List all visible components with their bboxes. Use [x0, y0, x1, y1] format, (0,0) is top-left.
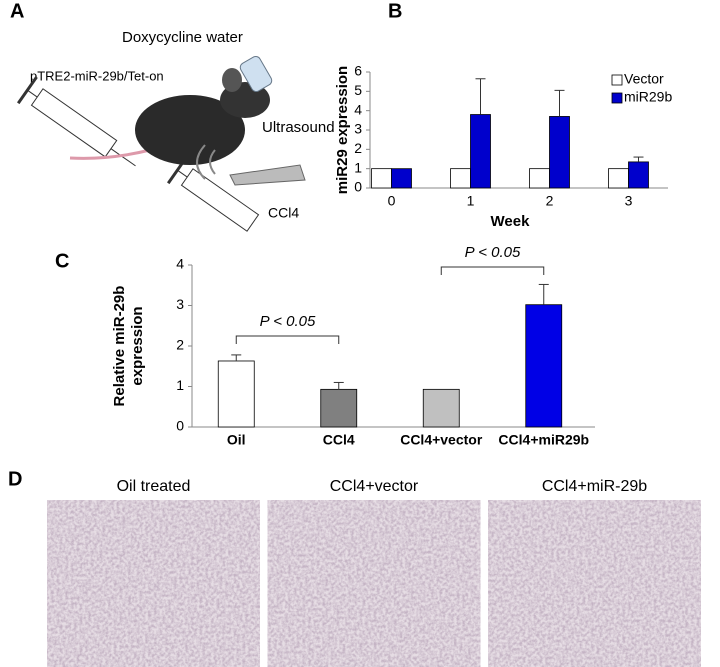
y-axis-title: expression	[129, 306, 146, 385]
y-tick-label: 0	[176, 418, 184, 434]
panel-label: C	[55, 250, 69, 272]
x-tick-label: 3	[625, 193, 633, 209]
panel-label: D	[8, 468, 22, 490]
micrograph-texture	[488, 500, 701, 667]
y-tick-label: 4	[176, 256, 184, 272]
diagram-text: pTRE2-miR-29b/Tet-on	[30, 68, 164, 83]
x-tick-label: CCl4+vector	[400, 432, 483, 448]
bar	[391, 168, 412, 189]
x-tick-label: 0	[388, 193, 396, 209]
bar	[608, 168, 629, 189]
bar	[422, 388, 460, 428]
bar	[529, 168, 550, 189]
y-tick-label: 1	[354, 159, 362, 175]
x-tick-label: CCl4+miR29b	[498, 432, 589, 448]
y-tick-label: 5	[354, 82, 362, 98]
significance-bracket	[235, 335, 340, 344]
bar	[450, 168, 471, 189]
legend-label: miR29b	[624, 89, 672, 105]
y-tick-label: 3	[176, 296, 184, 312]
y-tick-label: 0	[354, 179, 362, 195]
y-tick-label: 2	[176, 337, 184, 353]
y-tick-label: 2	[354, 140, 362, 156]
bar	[371, 168, 392, 189]
x-tick-label: 2	[546, 193, 554, 209]
y-tick-label: 4	[354, 101, 362, 117]
legend-label: Vector	[624, 71, 664, 87]
legend-swatch	[611, 74, 623, 86]
x-tick-label: Oil	[227, 432, 246, 448]
x-tick-label: CCl4	[323, 432, 355, 448]
y-axis-title: Relative miR-29b	[111, 286, 128, 407]
micrograph-texture	[267, 500, 481, 667]
legend-swatch	[611, 92, 623, 104]
mouse-illustration: Doxycycline water pTRE2-miR-29b/Tet-on U…	[16, 29, 335, 232]
micrograph-title: CCl4+vector	[330, 478, 419, 495]
bar	[525, 304, 563, 428]
x-tick-label: 1	[467, 193, 475, 209]
bar	[320, 388, 358, 428]
bar	[549, 116, 570, 189]
y-axis-title: miR29 expression	[334, 66, 351, 194]
bar	[470, 114, 491, 189]
micrograph-panel: Oil treated CCl4+vector CCl4+miR-29b	[47, 478, 701, 667]
y-tick-label: 6	[354, 63, 362, 79]
diagram-text: Doxycycline water	[122, 29, 243, 46]
annotation: P < 0.05	[260, 313, 316, 330]
bar	[628, 161, 649, 189]
micrograph-texture	[47, 500, 260, 667]
x-axis-title: Week	[491, 213, 531, 230]
y-tick-label: 1	[176, 377, 184, 393]
annotation: P < 0.05	[465, 244, 521, 261]
y-tick-label: 3	[354, 121, 362, 137]
panel-label: B	[388, 0, 402, 22]
diagram-text: CCl4	[268, 205, 299, 221]
micrograph-title: CCl4+miR-29b	[542, 478, 647, 495]
panel-label: A	[10, 0, 24, 22]
bar	[217, 360, 255, 428]
micrograph-title: Oil treated	[117, 478, 191, 495]
significance-bracket	[440, 266, 545, 275]
diagram-text: Ultrasound	[262, 119, 335, 136]
